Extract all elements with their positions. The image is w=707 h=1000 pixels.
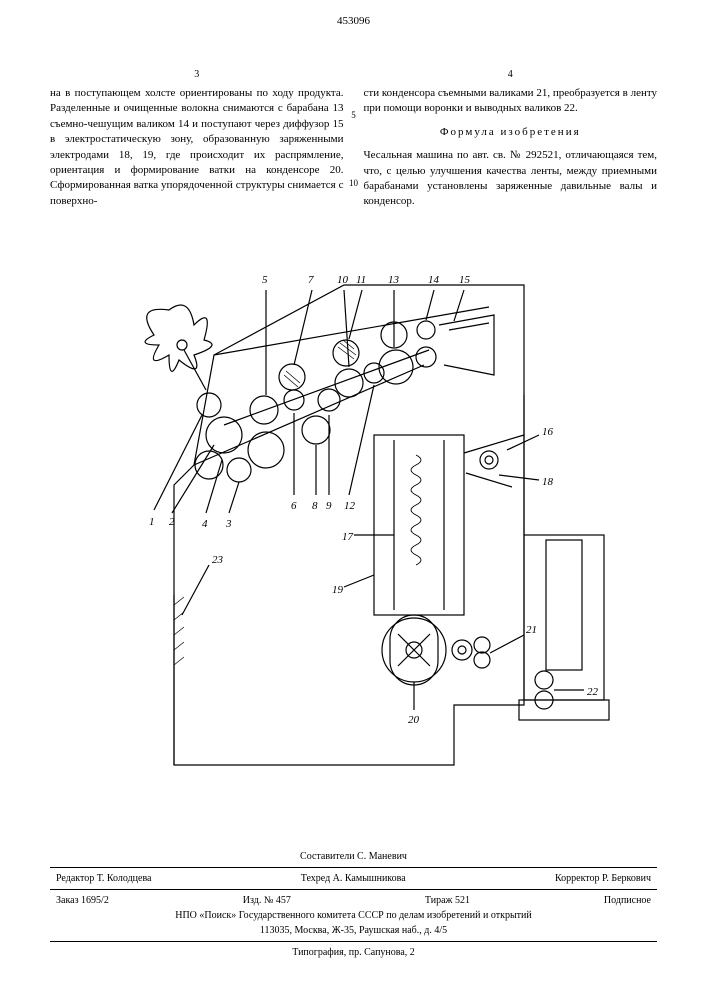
label-1: 1	[149, 516, 155, 528]
right-paragraph-2: Чесальная машина по авт. св. № 292521, о…	[364, 148, 658, 210]
footer-editor: Редактор Т. Колодцева	[56, 873, 151, 884]
footer-order: Заказ 1695/2	[56, 895, 109, 906]
label-19: 19	[332, 584, 344, 596]
label-8: 8	[312, 500, 318, 512]
label-22: 22	[587, 686, 599, 698]
label-18: 18	[542, 476, 554, 488]
label-17: 17	[342, 531, 354, 543]
label-11: 11	[356, 274, 366, 286]
imprint-footer: Составители С. Маневич Редактор Т. Колод…	[50, 849, 657, 960]
footer-credits-row: Редактор Т. Колодцева Техред А. Камышник…	[50, 871, 657, 886]
footer-compiler: Составители С. Маневич	[50, 849, 657, 864]
label-12: 12	[344, 500, 356, 512]
right-column: 4 сти конденсора съемными валиками 21, п…	[364, 68, 658, 210]
label-16: 16	[542, 426, 554, 438]
label-3: 3	[225, 518, 232, 530]
footer-rule-1	[50, 867, 657, 868]
left-paragraph: на в поступающем холсте ориентированы по…	[50, 86, 344, 209]
right-paragraph-1: сти конденсора съемными валиками 21, пре…	[364, 86, 658, 117]
footer-corrector: Корректор Р. Беркович	[555, 873, 651, 884]
label-9: 9	[326, 500, 332, 512]
line-number-10: 10	[349, 178, 358, 188]
footer-techred: Техред А. Камышникова	[301, 873, 406, 884]
footer-tirazh: Тираж 521	[425, 895, 470, 906]
formula-heading: Формула изобретения	[364, 125, 658, 140]
text-columns: 3 на в поступающем холсте ориентированы …	[50, 68, 657, 210]
label-4: 4	[202, 518, 208, 530]
patent-number: 453096	[337, 15, 370, 27]
label-13: 13	[388, 274, 400, 286]
footer-rule-2	[50, 889, 657, 890]
column-number-left: 3	[50, 68, 344, 82]
label-20: 20	[408, 714, 420, 726]
label-5: 5	[262, 274, 268, 286]
footer-print-row: Заказ 1695/2 Изд. № 457 Тираж 521 Подпис…	[50, 893, 657, 908]
label-10: 10	[337, 274, 349, 286]
label-23: 23	[212, 554, 224, 566]
label-7: 7	[308, 274, 314, 286]
patent-page: 453096 3 на в поступающем холсте ориенти…	[0, 0, 707, 1000]
label-21: 21	[526, 624, 537, 636]
patent-diagram: 1 2 3 4 5 6 7 8 9 10 11 12 13 14 15 16 1…	[94, 235, 614, 775]
footer-org: НПО «Поиск» Государственного комитета СС…	[50, 908, 657, 923]
footer-izd: Изд. № 457	[243, 895, 291, 906]
footer-typo: Типография, пр. Сапунова, 2	[50, 945, 657, 960]
label-2: 2	[169, 516, 175, 528]
label-14: 14	[428, 274, 440, 286]
label-6: 6	[291, 500, 297, 512]
label-15: 15	[459, 274, 471, 286]
footer-rule-3	[50, 941, 657, 942]
footer-sign: Подписное	[604, 895, 651, 906]
line-number-5: 5	[351, 110, 356, 120]
column-number-right: 4	[364, 68, 658, 82]
left-column: 3 на в поступающем холсте ориентированы …	[50, 68, 344, 210]
footer-address: 113035, Москва, Ж-35, Раушская наб., д. …	[50, 923, 657, 938]
